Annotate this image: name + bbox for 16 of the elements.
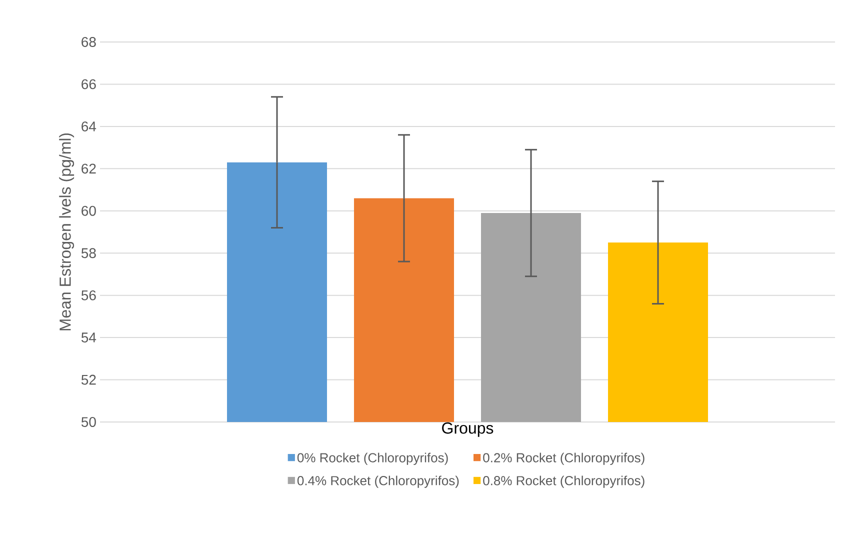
- y-axis-title: Mean Estrogen lvels (pg/ml): [59, 133, 74, 330]
- legend-label: 0.4% Rocket (Chloropyrifos): [297, 476, 459, 488]
- x-axis-title: Groups: [442, 422, 494, 437]
- y-tick-label: 62: [82, 164, 96, 174]
- y-tick-label: 50: [81, 417, 96, 427]
- y-tick-label: 56: [81, 290, 96, 300]
- legend-label: 0.2% Rocket (Chloropyrifos): [483, 452, 644, 465]
- y-tick-label: 58: [81, 248, 96, 258]
- y-tick-label: 66: [82, 79, 96, 90]
- legend-label: 0.8% Rocket (Chloropyrifos): [483, 476, 644, 488]
- legend-label: 0% Rocket (Chloropyrifos): [297, 452, 448, 465]
- y-tick-label: 54: [81, 332, 96, 342]
- y-tick-label: 60: [82, 206, 96, 216]
- y-tick-label: 64: [82, 121, 96, 132]
- y-tick-label: 52: [81, 374, 96, 385]
- y-tick-label: 68: [82, 37, 96, 47]
